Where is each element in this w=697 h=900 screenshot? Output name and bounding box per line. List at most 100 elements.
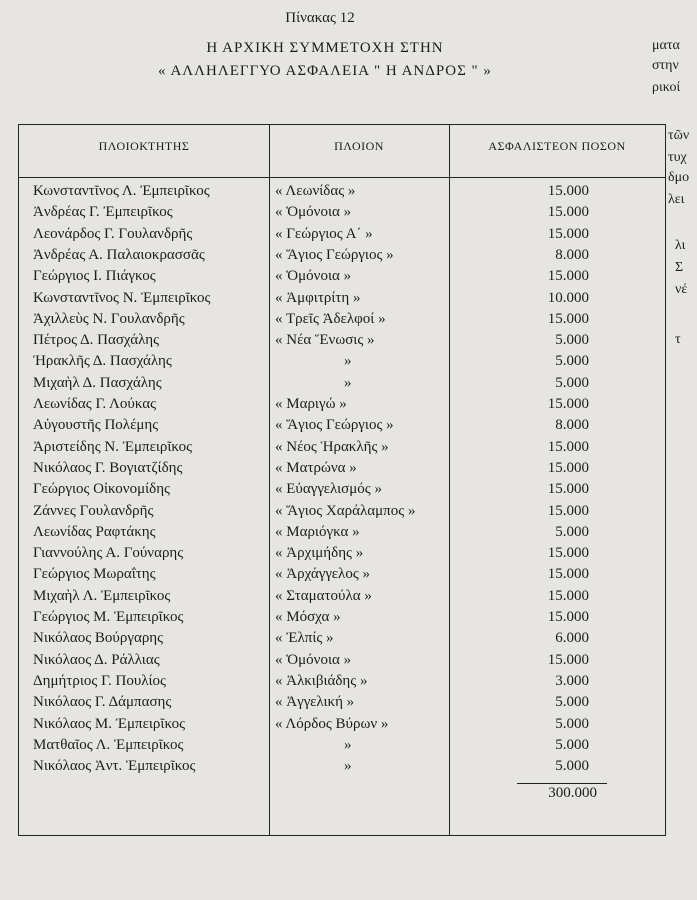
owner: Πέτρος Δ. Πασχάλης <box>33 332 160 349</box>
owner: Μιχαὴλ Δ. Πασχάλης <box>33 374 162 391</box>
facing-fragment: τ <box>675 332 681 347</box>
owner: Δημήτριος Γ. Πουλίος <box>33 672 166 689</box>
facing-fragment: Σ <box>675 260 684 275</box>
amount: 10.000 <box>547 289 589 306</box>
owner: Γεώργιος Οἰκονομίδης <box>33 481 170 498</box>
ship: « Ἅγιος Χαράλαμπος » <box>275 502 416 519</box>
total: 300.000 <box>548 785 597 802</box>
amount: 15.000 <box>547 566 589 583</box>
owner: Νικόλαος Βούργαρης <box>33 630 164 647</box>
ship: « Ἅγιος Γεώργιος » <box>275 246 394 263</box>
owner: Νικόλαος Ἀντ. Ἐμπειρῖκος <box>33 758 196 775</box>
ship: « Ματρώνα » <box>275 459 357 476</box>
ship: » <box>344 736 352 753</box>
owner: Γιαννούλης Α. Γούναρης <box>33 545 184 562</box>
amount: 5.000 <box>555 694 589 711</box>
amount: 5.000 <box>555 374 589 391</box>
amount: 8.000 <box>555 246 589 263</box>
column-header: ΠΛΟΙΟΝ <box>334 139 384 153</box>
amount: 6.000 <box>555 630 589 647</box>
owner: Ἀριστείδης Ν. Ἐμπειρῖκος <box>33 438 193 455</box>
ship: « Μαριγώ » <box>275 396 347 412</box>
column-header: ΠΛΟΙΟΚΤΗΤΗΣ <box>98 139 190 153</box>
ship: « Γεώργιος Α΄ » <box>275 225 373 242</box>
facing-fragment: δμο <box>668 170 690 185</box>
owner: Ζάννες Γουλανδρῆς <box>33 502 154 519</box>
amount: 15.000 <box>547 268 589 285</box>
amount: 15.000 <box>547 438 589 455</box>
total-rule <box>517 783 607 785</box>
ship: » <box>344 353 352 370</box>
column-rule <box>449 125 450 835</box>
owner: Νικόλαος Δ. Ράλλιας <box>33 651 160 668</box>
owner: Νικόλαος Γ. Δάμπασης <box>33 694 172 711</box>
amount: 15.000 <box>547 545 589 562</box>
amount: 5.000 <box>555 353 589 370</box>
owner: Μιχαὴλ Λ. Ἐμπειρῖκος <box>33 587 171 604</box>
amount: 15.000 <box>547 587 589 604</box>
facing-fragment: λει <box>668 192 685 207</box>
amount: 15.000 <box>547 204 589 221</box>
amount: 5.000 <box>555 736 589 753</box>
title-line: Η ΑΡΧΙΚΗ ΣΥΜΜΕΤΟΧΗ ΣΤΗΝ <box>206 40 444 56</box>
ship: « Ὁμόνοια » <box>275 204 352 221</box>
facing-fragment: λι <box>675 238 686 253</box>
owner: Ἀνδρέας Α. Παλαιοκρασσᾶς <box>33 246 205 263</box>
facing-fragment: νέ <box>675 282 688 297</box>
amount: 5.000 <box>555 523 589 540</box>
ship: « Μόσχα » <box>275 609 341 625</box>
owner: Λεωνίδας Ραφτάκης <box>33 523 156 540</box>
ship: « Ἀλκιβιάδης » <box>275 672 368 689</box>
ship: « Σταματούλα » <box>275 587 372 604</box>
amount: 15.000 <box>547 481 589 498</box>
facing-fragment: τυχ <box>668 150 687 165</box>
column-rule <box>269 125 270 835</box>
amount: 5.000 <box>555 758 589 775</box>
owner: Γεώργιος Μ. Ἐμπειρῖκος <box>33 609 184 625</box>
ship: « Ὁμόνοια » <box>275 651 352 668</box>
ship: « Νέος Ἡρακλῆς » <box>275 438 389 455</box>
ship: « Εὐαγγελισμός » <box>275 481 382 498</box>
table: ΠΛΟΙΟΚΤΗΤΗΣ ΠΛΟΙΟΝ ΑΣΦΑΛΙΣΤΕΟΝ ΠΟΣΟΝ Κων… <box>18 124 666 836</box>
amount: 15.000 <box>547 183 589 199</box>
owner: Ἡρακλῆς Δ. Πασχάλης <box>33 353 172 370</box>
owner: Γεώργιος Μωραΐτης <box>33 566 156 583</box>
owner: Ματθαῖος Λ. Ἐμπειρῖκος <box>33 736 184 753</box>
amount: 15.000 <box>547 396 589 412</box>
facing-fragment: ρικοί <box>652 80 681 95</box>
ship: « Ἀγγελική » <box>275 694 355 711</box>
ship: « Τρεῖς Ἀδελφοί » <box>275 310 386 327</box>
ship: « Ἐλπίς » <box>275 630 334 647</box>
amount: 15.000 <box>547 459 589 476</box>
ship: « Ἀρχιμήδης » <box>275 545 364 562</box>
caption: Πίνακας 12 <box>285 10 355 26</box>
ship: « Λόρδος Βύρων » <box>275 715 389 732</box>
amount: 15.000 <box>547 310 589 327</box>
amount: 15.000 <box>547 609 589 625</box>
owner: Κωνσταντῖνος Ν. Ἐμπειρῖκος <box>33 289 211 306</box>
amount: 5.000 <box>555 715 589 732</box>
owner: Ἀνδρέας Γ. Ἐμπειρῖκος <box>33 204 173 221</box>
owner: Λεωνίδας Γ. Λούκας <box>33 396 157 412</box>
ship: « Μαριόγκα » <box>275 523 360 540</box>
facing-fragment: τῶν <box>668 128 690 143</box>
owner: Νικόλαος Γ. Βογιατζίδης <box>33 459 183 476</box>
column-header: ΑΣΦΑΛΙΣΤΕΟΝ ΠΟΣΟΝ <box>488 139 626 153</box>
ship: » <box>344 758 352 775</box>
amount: 8.000 <box>555 417 589 434</box>
ship: » <box>344 374 352 391</box>
amount: 15.000 <box>547 651 589 668</box>
amount: 15.000 <box>547 225 589 242</box>
ship: « Νέα Ἕνωσις » <box>275 332 375 349</box>
header-rule <box>19 177 665 178</box>
ship: « Ἅγιος Γεώργιος » <box>275 417 394 434</box>
title-line: « ΑΛΛΗΛΕΓΓΥΟ ΑΣΦΑΛΕΙΑ " Η ΑΝΔΡΟΣ " » <box>158 63 492 79</box>
amount: 3.000 <box>555 672 589 689</box>
ship: « Ἀρχάγγελος » <box>275 566 371 583</box>
owner: Γεώργιος Ι. Πιάγκος <box>33 268 156 285</box>
ship: « Ἀμφιτρίτη » <box>275 289 361 306</box>
owner: Κωνσταντῖνος Λ. Ἐμπειρῖκος <box>33 183 210 199</box>
facing-fragment: στην <box>652 58 679 73</box>
ship: « Λεωνίδας » <box>275 183 356 199</box>
